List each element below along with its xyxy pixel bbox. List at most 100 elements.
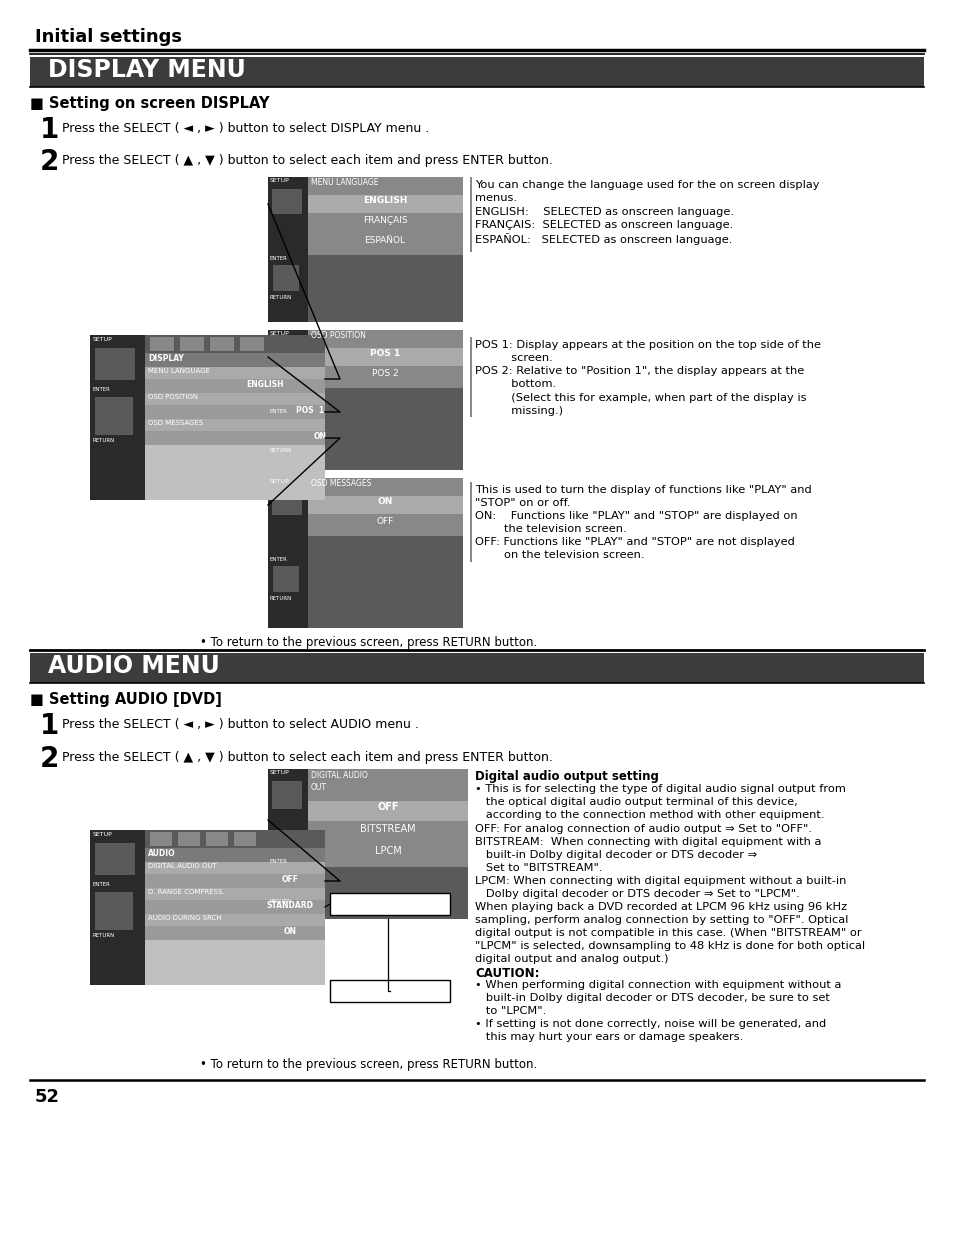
Text: digital output and analog output.): digital output and analog output.) — [475, 953, 668, 965]
Text: the television screen.: the television screen. — [475, 524, 626, 534]
Bar — [308, 845, 468, 864]
Text: • To return to the previous screen, press RETURN button.: • To return to the previous screen, pres… — [200, 1058, 537, 1071]
Bar — [273, 417, 298, 445]
Text: This is used to turn the display of functions like "PLAY" and: This is used to turn the display of func… — [475, 485, 811, 495]
Text: STANDARD: STANDARD — [266, 902, 314, 910]
Bar — [308, 516, 462, 534]
Text: POS 1: Display appears at the position on the top side of the: POS 1: Display appears at the position o… — [475, 340, 821, 350]
Text: 52: 52 — [35, 1088, 60, 1107]
Bar — [308, 368, 462, 387]
Bar — [272, 342, 302, 367]
Bar — [308, 254, 462, 322]
Text: POS  1: POS 1 — [295, 406, 324, 415]
Text: OUT: OUT — [311, 783, 327, 792]
Bar — [268, 769, 308, 919]
Text: DISPLAY MENU: DISPLAY MENU — [48, 58, 246, 82]
Text: SETUP: SETUP — [92, 337, 112, 342]
Text: RETURN: RETURN — [270, 448, 292, 453]
Bar — [180, 337, 204, 351]
Text: Dolby digital decoder or DTS decoder ⇒ Set to "LPCM".: Dolby digital decoder or DTS decoder ⇒ S… — [475, 889, 799, 899]
Bar — [268, 177, 308, 322]
Text: • To return to the previous screen, press RETURN button.: • To return to the previous screen, pres… — [200, 636, 537, 650]
Bar — [268, 478, 308, 629]
Text: • This is for selecting the type of digital audio signal output from: • This is for selecting the type of digi… — [475, 784, 845, 794]
Bar — [272, 189, 302, 214]
Text: menus.: menus. — [475, 193, 517, 203]
Text: bottom.: bottom. — [475, 379, 556, 389]
Bar — [308, 388, 462, 471]
Text: LPCM: When connecting with digital equipment without a built-in: LPCM: When connecting with digital equip… — [475, 876, 845, 885]
Text: RETURN: RETURN — [270, 899, 292, 904]
Bar — [233, 832, 255, 846]
Text: • When performing digital connection with equipment without a: • When performing digital connection wit… — [475, 981, 841, 990]
Text: OSD POSITION: OSD POSITION — [311, 331, 366, 340]
Text: digital output is not compatible in this case. (When "BITSTREAM" or: digital output is not compatible in this… — [475, 927, 861, 939]
Text: RETURN: RETURN — [92, 932, 115, 939]
Bar — [272, 490, 302, 515]
Text: BITSTREAM: BITSTREAM — [360, 824, 416, 834]
Bar — [145, 405, 325, 419]
Text: according to the connection method with other equipment.: according to the connection method with … — [475, 810, 823, 820]
Text: DIGITAL AUDIO OUT: DIGITAL AUDIO OUT — [148, 863, 216, 869]
Bar — [470, 177, 472, 252]
Bar — [145, 914, 325, 926]
Text: ON:    Functions like "PLAY" and "STOP" are displayed on: ON: Functions like "PLAY" and "STOP" are… — [475, 511, 797, 521]
Text: ENTER: ENTER — [270, 256, 288, 261]
Bar — [308, 330, 462, 346]
Text: POS 1: POS 1 — [370, 350, 399, 358]
Text: built-in Dolby digital decoder or DTS decoder ⇒: built-in Dolby digital decoder or DTS de… — [475, 850, 757, 860]
Bar — [145, 862, 325, 874]
Text: screen.: screen. — [475, 353, 552, 363]
Text: OFF: OFF — [281, 876, 298, 884]
Bar — [308, 823, 468, 844]
Bar — [145, 419, 325, 431]
Text: ENTER: ENTER — [92, 387, 111, 391]
Text: SETUP: SETUP — [270, 769, 290, 776]
Text: OFF: Functions like "PLAY" and "STOP" are not displayed: OFF: Functions like "PLAY" and "STOP" ar… — [475, 537, 794, 547]
Bar — [268, 330, 308, 471]
Bar — [308, 235, 462, 253]
Text: built-in Dolby digital decoder or DTS decoder, be sure to set: built-in Dolby digital decoder or DTS de… — [475, 993, 829, 1003]
Text: ESPAÑOL: ESPAÑOL — [364, 236, 405, 245]
Bar — [145, 335, 325, 353]
Bar — [308, 348, 462, 366]
Bar — [268, 556, 308, 629]
Text: ENGLISH:    SELECTED as onscreen language.: ENGLISH: SELECTED as onscreen language. — [475, 207, 733, 217]
Text: OFF: For analog connection of audio output ⇒ Set to "OFF".: OFF: For analog connection of audio outp… — [475, 824, 811, 834]
Bar — [145, 940, 325, 986]
Text: D. RANGE COMPRESS.: D. RANGE COMPRESS. — [148, 889, 224, 895]
Bar — [95, 396, 132, 435]
Text: "LPCM" is selected, downsampling to 48 kHz is done for both optical: "LPCM" is selected, downsampling to 48 k… — [475, 941, 864, 951]
Bar — [308, 769, 468, 919]
Text: ON: ON — [283, 927, 296, 936]
Text: RETURN: RETURN — [92, 438, 115, 443]
Text: You can change the language used for the on screen display: You can change the language used for the… — [475, 180, 819, 190]
Text: 1: 1 — [40, 713, 59, 740]
Bar — [145, 393, 325, 405]
Bar — [145, 830, 325, 848]
Text: ENTER: ENTER — [270, 409, 288, 414]
Bar — [308, 496, 462, 514]
Bar — [308, 769, 468, 799]
Text: ENGLISH: ENGLISH — [246, 380, 283, 389]
Text: this may hurt your ears or damage speakers.: this may hurt your ears or damage speake… — [475, 1032, 742, 1042]
Text: Press the SELECT ( ◄ , ► ) button to select AUDIO menu .: Press the SELECT ( ◄ , ► ) button to sel… — [62, 718, 418, 731]
Text: POS 2: POS 2 — [372, 369, 398, 378]
Text: to "LPCM".: to "LPCM". — [475, 1007, 546, 1016]
Text: ENTER: ENTER — [270, 860, 288, 864]
Text: RETURN: RETURN — [270, 597, 292, 601]
Text: POS 2: Relative to "Position 1", the display appears at the: POS 2: Relative to "Position 1", the dis… — [475, 366, 803, 375]
Text: FRANÇAIS:  SELECTED as onscreen language.: FRANÇAIS: SELECTED as onscreen language. — [475, 220, 733, 230]
Text: on the television screen.: on the television screen. — [475, 550, 644, 559]
Bar — [30, 653, 923, 683]
Text: Digital audio output setting: Digital audio output setting — [475, 769, 659, 783]
Bar — [150, 337, 173, 351]
Text: SETUP: SETUP — [92, 832, 112, 837]
Text: AUDIO MENU: AUDIO MENU — [48, 655, 219, 678]
Text: AUDIO: AUDIO — [148, 848, 175, 858]
Text: See next page: See next page — [337, 983, 423, 995]
Bar — [30, 57, 923, 86]
Text: OFF: OFF — [376, 517, 394, 526]
Bar — [145, 900, 325, 914]
Text: missing.): missing.) — [475, 406, 562, 416]
